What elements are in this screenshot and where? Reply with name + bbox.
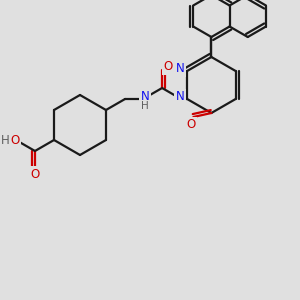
Text: H: H [1,134,10,148]
Text: O: O [187,118,196,131]
Text: H: H [141,101,149,111]
Text: N: N [176,91,184,103]
Text: O: O [30,167,40,181]
Text: O: O [11,134,20,148]
Text: N: N [176,62,184,76]
Text: N: N [141,91,149,103]
Text: O: O [164,61,173,74]
